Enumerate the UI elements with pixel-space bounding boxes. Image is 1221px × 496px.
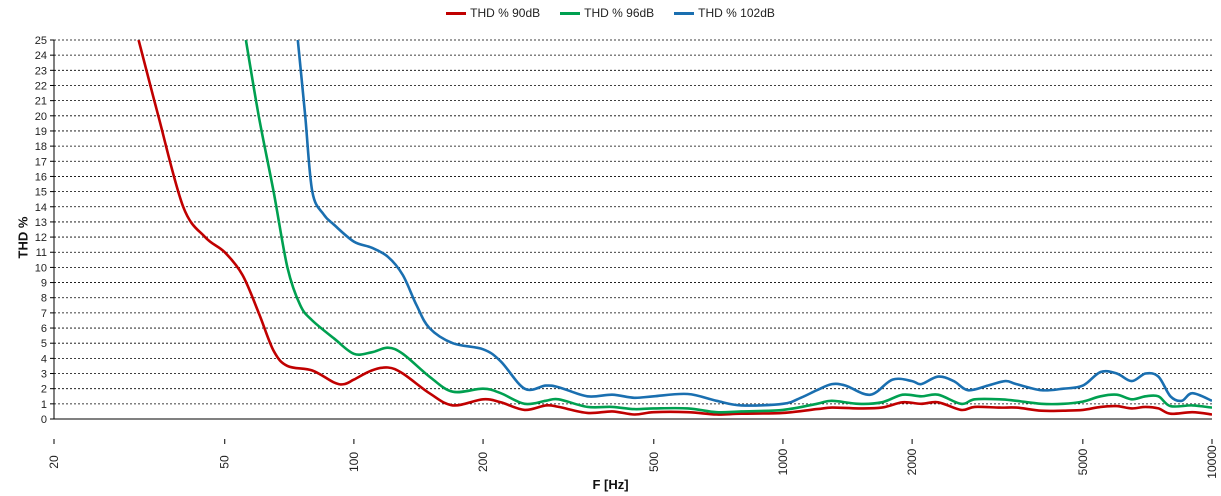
x-tick-label: 2000	[905, 448, 919, 475]
y-tick-label: 10	[35, 262, 47, 274]
y-tick-label: 1	[41, 399, 47, 411]
y-tick-label: 11	[36, 247, 47, 259]
legend-swatch-102db	[674, 11, 695, 15]
y-tick-label: 17	[35, 156, 47, 168]
legend-item-102db: THD % 102dB	[674, 6, 775, 20]
y-tick-label: 9	[41, 278, 47, 290]
y-tick-label: 5	[41, 338, 47, 350]
x-tick-label: 50	[218, 455, 232, 469]
x-axis-title: F [Hz]	[592, 477, 629, 492]
y-tick-label: 7	[41, 308, 47, 320]
x-tick-label: 10000	[1205, 445, 1219, 479]
x-tick-label: 5000	[1076, 448, 1090, 475]
series-line-102db	[296, 40, 1212, 407]
y-tick-label: 20	[35, 111, 47, 123]
y-tick-label: 15	[35, 187, 47, 199]
x-tick-label: 200	[476, 452, 490, 472]
legend-swatch-96db	[560, 11, 581, 15]
y-tick-label: 25	[35, 35, 47, 47]
y-tick-label: 8	[41, 293, 47, 305]
legend-label-102db: THD % 102dB	[698, 6, 775, 20]
legend-label-96db: THD % 96dB	[584, 6, 655, 20]
x-tick-label: 500	[647, 452, 661, 472]
y-tick-label: 4	[41, 353, 47, 365]
y-tick-label: 16	[35, 171, 47, 183]
y-tick-label: 2	[41, 384, 47, 396]
y-axis-title: THD %	[15, 216, 31, 259]
y-tick-label: 23	[35, 65, 47, 77]
x-tick-label: 20	[47, 455, 61, 469]
y-tick-label: 22	[35, 80, 47, 92]
x-tick-label: 100	[347, 452, 361, 472]
y-tick-label: 6	[41, 323, 47, 335]
x-tick-label: 1000	[776, 448, 790, 475]
series-line-96db	[244, 40, 1212, 414]
series-line-90db	[137, 40, 1212, 416]
legend-swatch-90db	[446, 11, 467, 15]
y-tick-label: 14	[35, 202, 47, 214]
chart-legend: THD % 90dB THD % 96dB THD % 102dB	[0, 6, 1221, 20]
y-tick-label: 0	[41, 414, 47, 426]
y-tick-label: 13	[35, 217, 47, 229]
legend-item-96db: THD % 96dB	[560, 6, 654, 20]
y-tick-label: 12	[35, 232, 47, 244]
legend-item-90db: THD % 90dB	[446, 6, 540, 20]
y-tick-label: 18	[35, 141, 47, 153]
y-tick-label: 24	[35, 50, 47, 62]
y-tick-label: 21	[35, 96, 47, 108]
y-tick-label: 3	[41, 369, 47, 381]
legend-label-90db: THD % 90dB	[470, 6, 541, 20]
y-tick-label: 19	[35, 126, 47, 138]
